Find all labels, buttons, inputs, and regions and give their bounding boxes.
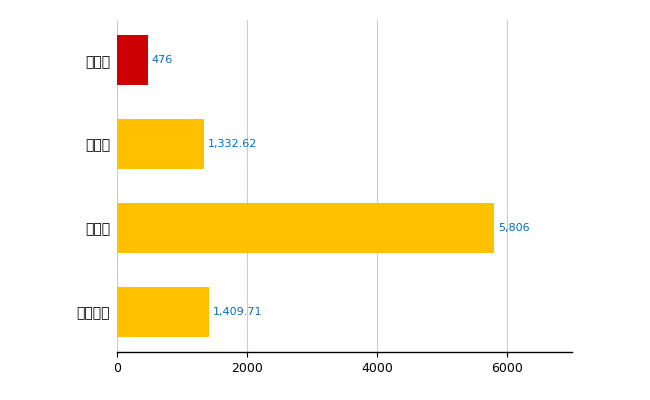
Text: 476: 476 <box>152 55 173 65</box>
Text: 1,332.62: 1,332.62 <box>207 139 257 149</box>
Bar <box>117 35 148 85</box>
Bar <box>117 203 495 253</box>
Text: 1,409.71: 1,409.71 <box>213 307 262 317</box>
Text: 5,806: 5,806 <box>499 223 530 233</box>
Bar <box>117 287 209 337</box>
Bar <box>117 119 203 169</box>
